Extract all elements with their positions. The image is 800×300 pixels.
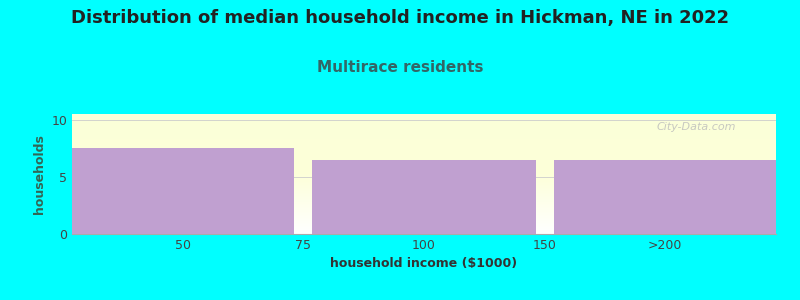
Text: City-Data.com: City-Data.com bbox=[656, 122, 736, 132]
Bar bbox=[313, 160, 535, 234]
Y-axis label: households: households bbox=[33, 134, 46, 214]
Bar bbox=[554, 160, 777, 234]
X-axis label: household income ($1000): household income ($1000) bbox=[330, 257, 518, 270]
Bar bbox=[71, 148, 294, 234]
Text: Distribution of median household income in Hickman, NE in 2022: Distribution of median household income … bbox=[71, 9, 729, 27]
Text: Multirace residents: Multirace residents bbox=[317, 60, 483, 75]
